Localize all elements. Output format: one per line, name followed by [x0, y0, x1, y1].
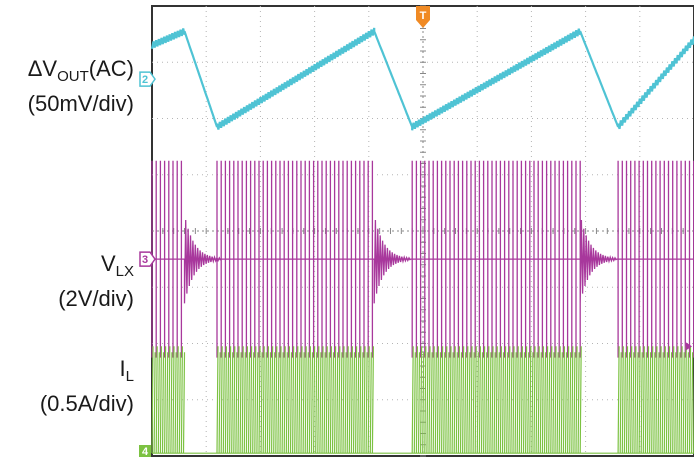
vlx-scale: (2V/div): [58, 286, 134, 311]
channel-2-marker-shape: [139, 71, 156, 87]
traces: [150, 27, 694, 454]
channel-3-marker-number: 3: [142, 254, 148, 266]
channel-3-marker-shape: [139, 251, 156, 267]
trigger-marker-shape: [416, 6, 430, 28]
label-vout: ΔVOUT(AC) (50mV/div): [28, 55, 134, 117]
channel-4-marker-number: 4: [142, 446, 149, 458]
channel-4-marker: 4: [139, 445, 151, 458]
trigger-marker: T: [416, 6, 430, 28]
label-vlx: VLX (2V/div): [58, 250, 134, 312]
il-trace: [151, 346, 694, 454]
channel-markers: 2 3 4 T: [139, 6, 692, 458]
il-name: IL: [119, 356, 134, 385]
trigger-level-marker: [686, 342, 692, 351]
label-il: IL (0.5A/div): [40, 355, 134, 417]
channel-3-marker: 3: [139, 251, 156, 267]
il-scale: (0.5A/div): [39, 391, 134, 416]
channel-2-marker: 2: [139, 71, 156, 87]
trigger-marker-letter: T: [420, 10, 427, 22]
vout-name: ΔVOUT(AC): [27, 56, 134, 85]
vout-scale: (50mV/div): [27, 91, 134, 116]
channel-4-marker-shape: [139, 445, 151, 457]
channel-2-marker-number: 2: [142, 74, 148, 86]
vout-trace: [150, 27, 694, 131]
vlx-name: VLX: [100, 251, 134, 280]
